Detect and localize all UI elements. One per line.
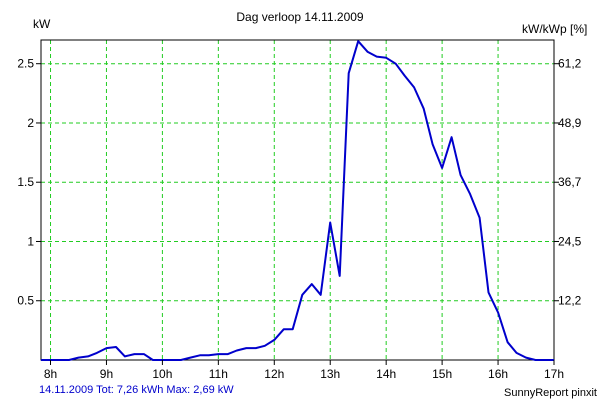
y-right-tick-label-0: 12,2 (558, 294, 582, 308)
x-tick-label-0: 8h (44, 367, 57, 381)
x-tick-label-1: 9h (100, 367, 113, 381)
x-tick-label-9: 17h (544, 367, 564, 381)
y-left-tick-label-3: 2 (27, 116, 34, 130)
line-layer (41, 40, 554, 361)
x-tick-label-4: 12h (264, 367, 284, 381)
x-axis-ticks: 8h 9h 10h 11h 12h 13h 14h 15h 16h 17h (44, 360, 564, 381)
x-tick-label-2: 10h (152, 367, 172, 381)
x-tick-label-8: 16h (488, 367, 508, 381)
y-axis-left-label: kW (33, 17, 51, 31)
x-tick-label-7: 15h (432, 367, 452, 381)
footer-summary: 14.11.2009 Tot: 7,26 kWh Max: 2,69 kW (39, 384, 234, 396)
x-tick-label-6: 14h (376, 367, 396, 381)
y-axis-right-ticks: 12,2 24,5 36,7 48,9 61,2 (554, 57, 582, 308)
y-left-tick-label-0: 0.5 (17, 294, 34, 308)
y-left-tick-label-2: 1.5 (17, 175, 34, 189)
y-right-tick-label-3: 48,9 (558, 116, 582, 130)
plot-frame (40, 39, 555, 361)
y-left-tick-label-1: 1 (27, 234, 34, 248)
x-tick-label-5: 13h (320, 367, 340, 381)
footer-credit: SunnyReport pinxit (504, 387, 597, 399)
y-axis-right-label: kW/kWp [%] (522, 22, 587, 36)
y-axis-left-ticks: 0.5 1 1.5 2 2.5 (17, 57, 41, 308)
y-left-tick-label-4: 2.5 (17, 57, 34, 71)
y-right-tick-label-2: 36,7 (558, 175, 582, 189)
chart-title: Dag verloop 14.11.2009 (236, 10, 364, 24)
series-line-0 (41, 40, 554, 361)
x-tick-label-3: 11h (209, 367, 228, 381)
y-right-tick-label-4: 61,2 (558, 57, 582, 71)
y-right-tick-label-1: 24,5 (558, 234, 582, 248)
